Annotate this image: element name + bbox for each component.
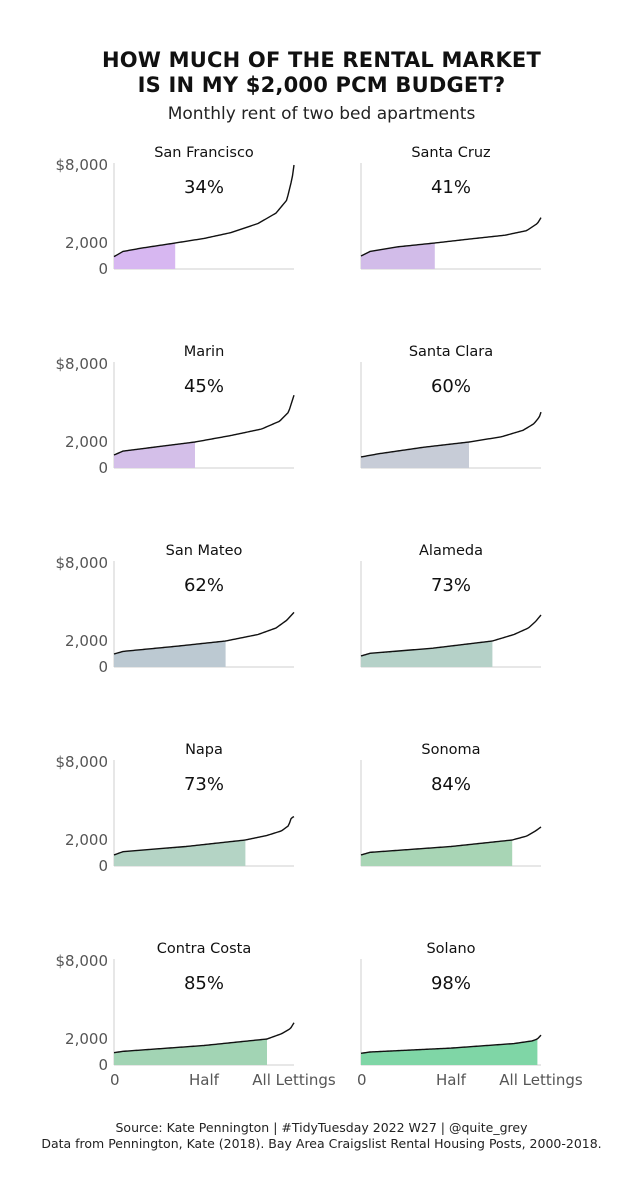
source-credit: Source: Kate Pennington | #TidyTuesday 2… — [115, 1120, 528, 1135]
budget-area-sonoma — [361, 840, 513, 866]
rent-curve-contra-costa — [113, 1022, 295, 1054]
budget-area-napa — [114, 840, 246, 866]
panel-title-solano: Solano — [426, 941, 475, 957]
rent-curve-marin — [113, 394, 295, 456]
y-tick-label-san-mateo-1: 2,000 — [65, 632, 108, 650]
panel-title-alameda: Alameda — [419, 543, 483, 559]
rent-curve-napa — [113, 815, 295, 856]
y-tick-label-napa-1: 2,000 — [65, 831, 108, 849]
chart-title-line-1: HOW MUCH OF THE RENTAL MARKET — [101, 48, 541, 72]
panel-title-santa-cruz: Santa Cruz — [411, 145, 490, 161]
rent-curve-solano — [360, 1034, 542, 1054]
y-tick-label-marin-1: 2,000 — [65, 433, 108, 451]
share-label-solano: 98% — [431, 973, 471, 994]
share-label-napa: 73% — [184, 774, 224, 795]
panel-title-san-mateo: San Mateo — [166, 543, 243, 559]
rent-curve-santa-clara — [360, 411, 542, 458]
y-tick-label-san-francisco-2: $8,000 — [56, 156, 109, 174]
y-tick-label-contra-costa-1: 2,000 — [65, 1030, 108, 1048]
budget-area-santa-clara — [361, 442, 469, 468]
rent-curve-santa-cruz — [360, 217, 542, 257]
y-tick-label-san-mateo-0: 0 — [98, 658, 108, 676]
panel-title-napa: Napa — [185, 742, 223, 758]
chart-title-line-2: IS IN MY $2,000 PCM BUDGET? — [137, 73, 506, 97]
share-label-santa-clara: 60% — [431, 376, 471, 397]
y-tick-label-marin-0: 0 — [98, 459, 108, 477]
budget-area-san-francisco — [114, 243, 176, 269]
y-tick-label-marin-2: $8,000 — [56, 355, 109, 373]
x-tick-label-solano-2: All Lettings — [499, 1071, 583, 1089]
data-citation: Data from Pennington, Kate (2018). Bay A… — [41, 1136, 602, 1151]
chart-subtitle: Monthly rent of two bed apartments — [167, 104, 476, 124]
x-tick-label-solano-1: Half — [436, 1071, 467, 1089]
budget-area-alameda — [361, 641, 493, 667]
y-tick-label-napa-0: 0 — [98, 857, 108, 875]
y-tick-label-san-francisco-0: 0 — [98, 260, 108, 278]
share-label-alameda: 73% — [431, 575, 471, 596]
y-tick-label-contra-costa-2: $8,000 — [56, 952, 109, 970]
y-tick-label-san-mateo-2: $8,000 — [56, 554, 109, 572]
rent-curve-sonoma — [360, 826, 542, 856]
panel-title-san-francisco: San Francisco — [154, 145, 254, 161]
rent-curve-alameda — [360, 614, 542, 657]
rent-curve-san-francisco — [113, 164, 295, 258]
budget-area-contra-costa — [114, 1039, 267, 1065]
x-tick-label-contra-costa-1: Half — [189, 1071, 220, 1089]
share-label-contra-costa: 85% — [184, 973, 224, 994]
share-label-santa-cruz: 41% — [431, 177, 471, 198]
y-tick-label-contra-costa-0: 0 — [98, 1056, 108, 1074]
panel-title-marin: Marin — [184, 344, 225, 360]
share-label-sonoma: 84% — [431, 774, 471, 795]
y-tick-label-napa-2: $8,000 — [56, 753, 109, 771]
share-label-marin: 45% — [184, 376, 224, 397]
panel-title-sonoma: Sonoma — [421, 742, 480, 758]
x-tick-label-solano-0: 0 — [357, 1071, 367, 1089]
budget-area-marin — [114, 442, 195, 468]
budget-area-solano — [361, 1039, 538, 1065]
x-tick-label-contra-costa-0: 0 — [110, 1071, 120, 1089]
panel-title-contra-costa: Contra Costa — [157, 941, 251, 957]
share-label-san-mateo: 62% — [184, 575, 224, 596]
share-label-san-francisco: 34% — [184, 177, 224, 198]
panel-title-santa-clara: Santa Clara — [409, 344, 493, 360]
y-tick-label-san-francisco-1: 2,000 — [65, 234, 108, 252]
budget-area-san-mateo — [114, 641, 226, 667]
budget-area-santa-cruz — [361, 243, 435, 269]
x-tick-label-contra-costa-2: All Lettings — [252, 1071, 336, 1089]
rent-curve-san-mateo — [113, 611, 295, 655]
